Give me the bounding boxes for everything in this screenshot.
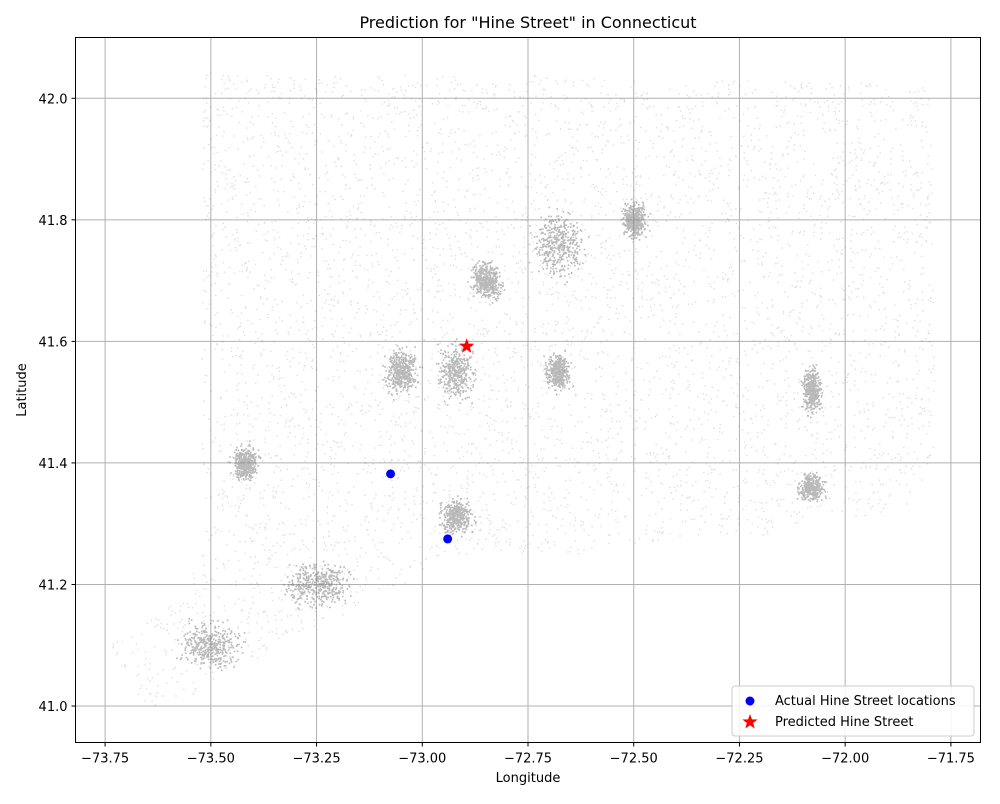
background-scatter-dense xyxy=(176,198,827,672)
legend-markers xyxy=(742,696,758,729)
x-tick-label: −72.00 xyxy=(821,752,869,767)
legend: Actual Hine Street locations Predicted H… xyxy=(731,685,975,737)
y-tick-label: 41.0 xyxy=(39,700,68,715)
axis-ticks: −73.75 −73.50 −73.25 −73.00 −72.75 −72.50 −72.… xyxy=(39,92,975,766)
background-scatter-light xyxy=(112,71,936,706)
y-tick-label: 42.0 xyxy=(39,92,68,107)
x-tick-label: −73.50 xyxy=(187,752,235,767)
address-points-background xyxy=(112,71,936,706)
x-tick-label: −73.25 xyxy=(292,752,340,767)
y-axis-label: Latitude xyxy=(15,363,30,417)
chart-title: Prediction for "Hine Street" in Connecti… xyxy=(359,13,696,32)
y-tick-label: 41.2 xyxy=(39,578,68,593)
predicted-location-point xyxy=(459,338,475,353)
actual-location-point xyxy=(443,534,453,544)
y-tick-label: 41.8 xyxy=(39,214,68,229)
x-tick-label: −72.50 xyxy=(610,752,658,767)
series-points xyxy=(386,338,475,544)
legend-label-actual: Actual Hine Street locations xyxy=(775,694,956,709)
legend-label-predicted: Predicted Hine Street xyxy=(775,715,913,730)
grid-lines xyxy=(75,37,981,743)
x-tick-label: −72.25 xyxy=(715,752,763,767)
legend-marker-predicted xyxy=(742,714,758,729)
x-tick-label: −71.75 xyxy=(927,752,975,767)
x-axis-label: Longitude xyxy=(496,771,561,786)
x-tick-label: −73.00 xyxy=(398,752,446,767)
y-tick-label: 41.6 xyxy=(39,335,68,350)
y-tick-label: 41.4 xyxy=(39,457,68,472)
x-tick-label: −73.75 xyxy=(81,752,129,767)
x-tick-label: −72.75 xyxy=(504,752,552,767)
legend-marker-actual xyxy=(745,696,755,706)
legend-box xyxy=(731,685,975,737)
actual-location-point xyxy=(386,469,396,479)
